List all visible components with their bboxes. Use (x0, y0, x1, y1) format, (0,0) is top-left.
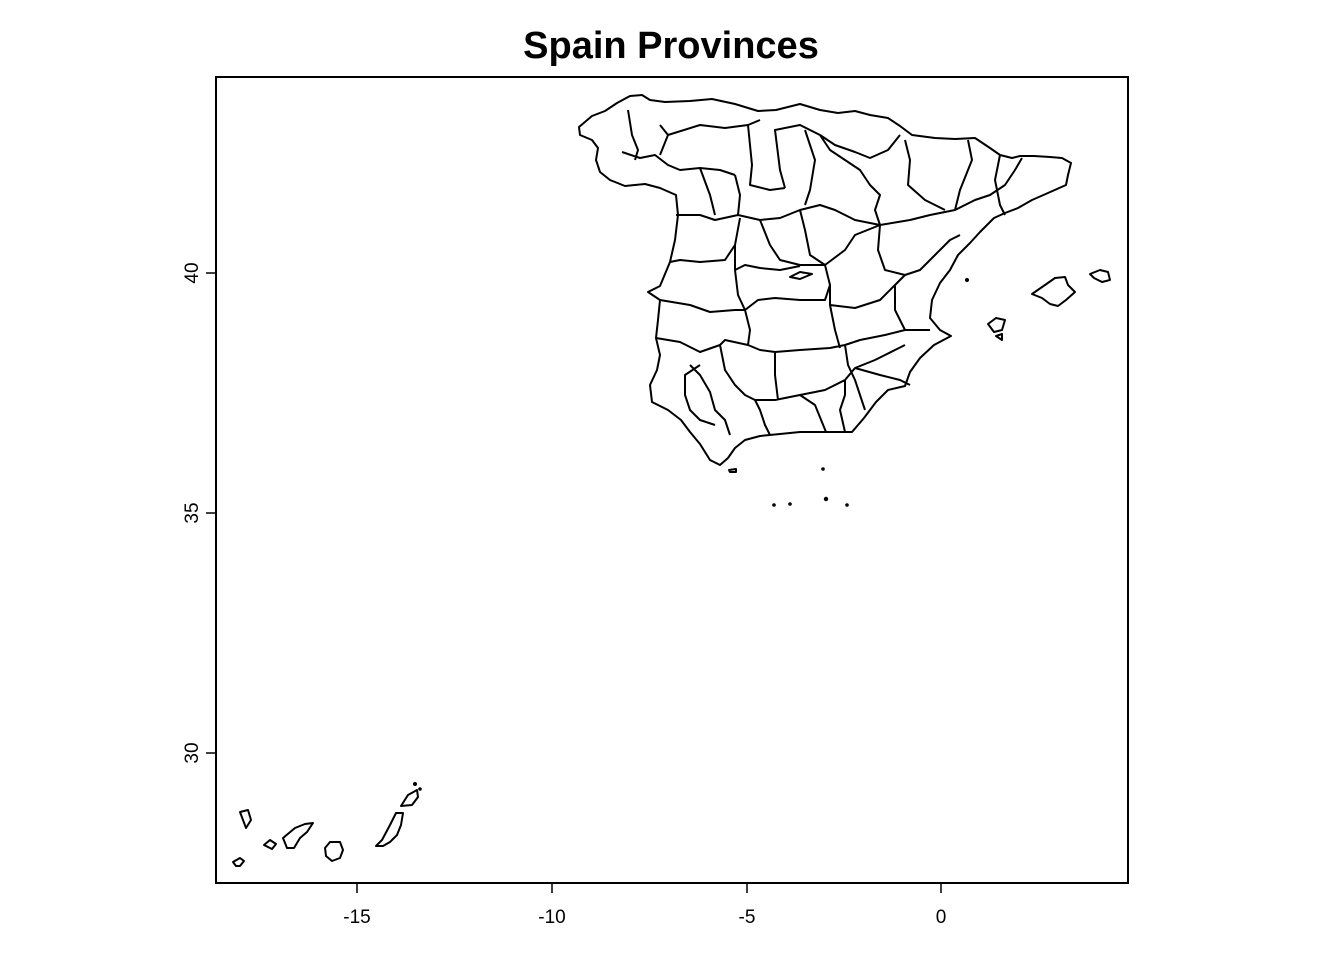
islet (965, 278, 969, 282)
fuerteventura-island (375, 812, 404, 847)
formentera-island (995, 333, 1003, 341)
la-palma-island (239, 809, 252, 829)
y-tick-label: 30 (182, 742, 203, 763)
islet (845, 503, 849, 507)
north-africa-territories (728, 467, 849, 507)
x-tick-label: -15 (343, 907, 370, 928)
peninsula-provinces (578, 94, 1072, 466)
y-axis: 40 35 30 (182, 262, 216, 764)
x-axis: -15 -10 -5 0 (343, 883, 946, 928)
la-gomera-island (263, 839, 277, 850)
menorca-island (1089, 269, 1111, 283)
x-tick-label: -5 (739, 907, 756, 928)
ibiza-island (987, 317, 1006, 333)
islet (413, 782, 417, 786)
tenerife-island (282, 822, 314, 849)
el-hierro-island (232, 857, 245, 867)
islet (788, 502, 792, 506)
melilla (823, 496, 829, 502)
x-tick-label: 0 (936, 907, 947, 928)
map-title: Spain Provinces (523, 25, 819, 67)
plot-frame (215, 76, 1129, 884)
y-tick-label: 35 (182, 502, 203, 523)
balearic-islands (965, 269, 1111, 341)
province-borders (621, 109, 1023, 436)
islet (821, 467, 825, 471)
mallorca-island (1031, 276, 1076, 307)
ceuta (728, 468, 737, 473)
islet (418, 787, 422, 791)
y-tick-label: 40 (182, 262, 203, 283)
province-enclave (789, 271, 813, 280)
x-tick-label: -10 (538, 907, 565, 928)
lanzarote-island (400, 789, 419, 807)
peninsula-outline (578, 94, 1072, 466)
islet (772, 503, 776, 507)
gran-canaria-island (324, 841, 344, 862)
canary-islands (232, 782, 422, 867)
